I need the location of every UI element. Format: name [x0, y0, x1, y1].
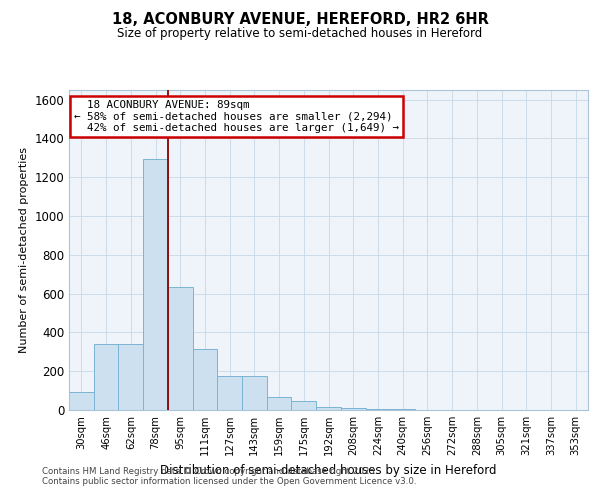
Bar — [168, 287, 193, 410]
Bar — [143, 159, 168, 410]
Bar — [94, 344, 118, 410]
Bar — [193, 349, 217, 410]
Text: 18 ACONBURY AVENUE: 89sqm
← 58% of semi-detached houses are smaller (2,294)
  42: 18 ACONBURY AVENUE: 89sqm ← 58% of semi-… — [74, 100, 399, 133]
Bar — [341, 408, 365, 410]
Text: Contains public sector information licensed under the Open Government Licence v3: Contains public sector information licen… — [42, 477, 416, 486]
Bar — [267, 398, 292, 410]
Bar — [316, 407, 341, 410]
Text: Size of property relative to semi-detached houses in Hereford: Size of property relative to semi-detach… — [118, 28, 482, 40]
Bar — [365, 409, 390, 410]
Text: Contains HM Land Registry data © Crown copyright and database right 2025.: Contains HM Land Registry data © Crown c… — [42, 467, 377, 476]
Bar — [242, 376, 267, 410]
Text: 18, ACONBURY AVENUE, HEREFORD, HR2 6HR: 18, ACONBURY AVENUE, HEREFORD, HR2 6HR — [112, 12, 488, 28]
Bar — [69, 392, 94, 410]
Bar — [292, 402, 316, 410]
X-axis label: Distribution of semi-detached houses by size in Hereford: Distribution of semi-detached houses by … — [160, 464, 497, 476]
Y-axis label: Number of semi-detached properties: Number of semi-detached properties — [19, 147, 29, 353]
Bar — [118, 344, 143, 410]
Bar — [217, 376, 242, 410]
